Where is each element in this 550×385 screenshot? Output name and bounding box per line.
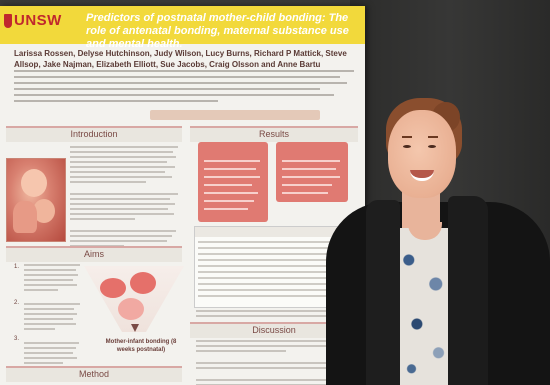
section-method: Method (6, 366, 182, 382)
presenter-woman (320, 0, 550, 385)
results-box (276, 142, 348, 202)
research-poster: UNSW Predictors of postnatal mother-chil… (0, 6, 365, 385)
aim-number-2: 2. (14, 300, 20, 306)
results-notes (196, 310, 346, 320)
floral-blouse (398, 228, 452, 385)
diagram-label: Mother-infant bonding (8 weeks postnatal… (105, 339, 177, 353)
eye (428, 145, 436, 148)
scarf-left (366, 200, 400, 385)
introduction-text (70, 146, 178, 250)
decorative-strip (150, 110, 320, 120)
section-results: Results (190, 126, 358, 142)
scarf-right (448, 196, 488, 385)
mother-child-illustration (6, 158, 66, 242)
eyebrow (402, 136, 412, 138)
smile (410, 170, 434, 181)
down-arrow-icon (131, 324, 139, 332)
diagram-circle (118, 298, 144, 320)
aims-text (24, 264, 80, 367)
aim-number-3: 3. (14, 336, 20, 342)
eyebrow (428, 136, 438, 138)
results-box (198, 142, 268, 222)
aim-number-1: 1. (14, 264, 20, 270)
diagram-circle (130, 272, 156, 294)
section-discussion: Discussion (190, 322, 358, 338)
unsw-logo: UNSW (4, 11, 64, 33)
results-table (194, 226, 346, 308)
poster-header: UNSW Predictors of postnatal mother-chil… (0, 6, 365, 50)
diagram-circle (100, 278, 126, 298)
section-aims: Aims (6, 246, 182, 262)
section-introduction: Introduction (6, 126, 182, 142)
face (388, 110, 456, 198)
affiliations-text (14, 70, 354, 106)
poster-authors: Larissa Rossen, Delyse Hutchinson, Judy … (14, 49, 347, 69)
poster-title: Predictors of postnatal mother-child bon… (86, 12, 349, 50)
logo-text: UNSW (14, 12, 62, 29)
crest-icon (4, 14, 12, 28)
eye (403, 145, 411, 148)
